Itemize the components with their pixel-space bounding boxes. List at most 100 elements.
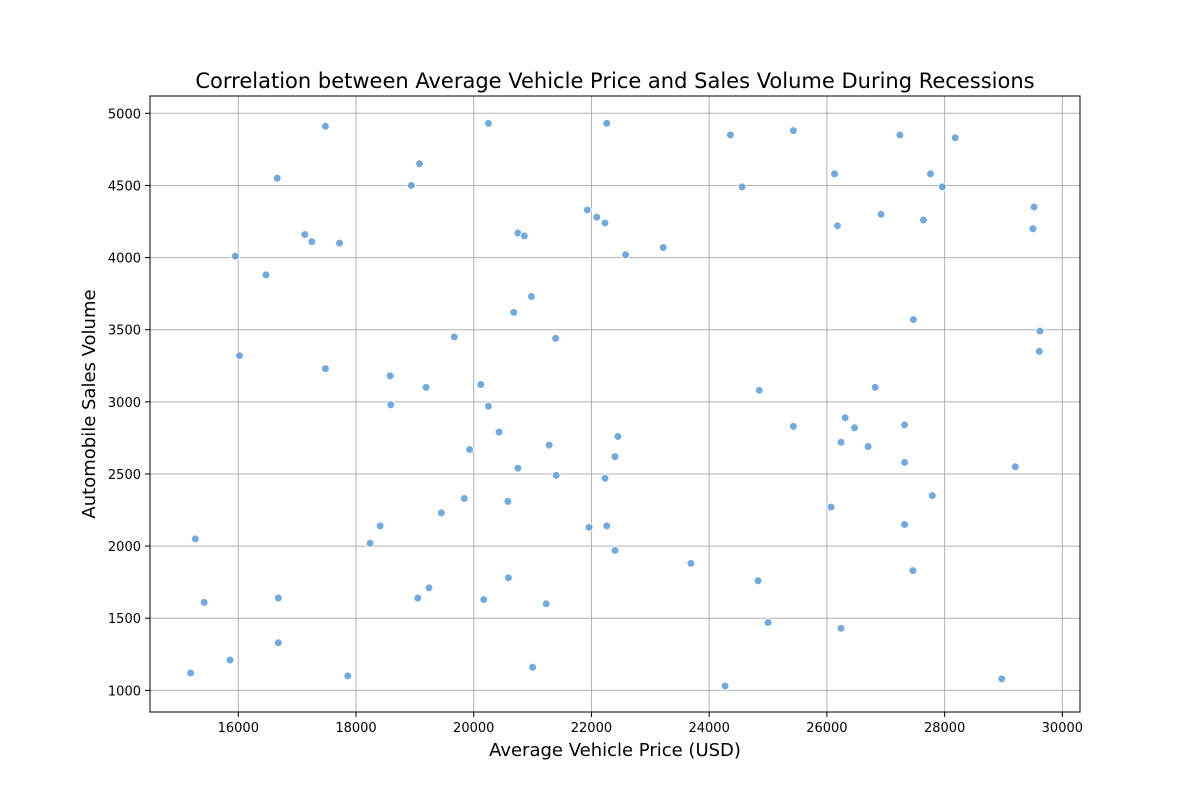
- data-point: [509, 307, 519, 317]
- data-point: [584, 522, 594, 532]
- y-tick-label: 5000: [108, 107, 141, 122]
- data-point: [600, 218, 610, 228]
- data-point: [503, 496, 513, 506]
- data-point: [737, 182, 747, 192]
- data-point: [836, 437, 846, 447]
- data-point: [900, 519, 910, 529]
- data-point: [436, 508, 446, 518]
- data-point: [788, 126, 798, 136]
- data-point: [273, 593, 283, 603]
- y-tick-label: 4000: [108, 252, 141, 267]
- data-point: [754, 385, 764, 395]
- data-point: [763, 618, 773, 628]
- data-point: [526, 292, 536, 302]
- x-tick-label: 24000: [688, 721, 729, 736]
- data-point: [1010, 462, 1020, 472]
- data-point: [582, 205, 592, 215]
- data-point: [494, 427, 504, 437]
- data-point: [449, 332, 459, 342]
- data-point: [234, 351, 244, 361]
- data-point: [273, 638, 283, 648]
- x-axis-ticks: 16000 18000 20000 22000 24000 26000 28000 30000: [218, 712, 1083, 736]
- data-point: [551, 470, 561, 480]
- data-point: [621, 250, 631, 260]
- data-point: [386, 400, 396, 410]
- y-axis-label: Automobile Sales Volume: [79, 289, 100, 518]
- data-point: [320, 364, 330, 374]
- data-point: [1029, 202, 1039, 212]
- data-point: [483, 118, 493, 128]
- x-tick-label: 26000: [806, 721, 847, 736]
- data-point: [541, 599, 551, 609]
- plot-frame: [149, 95, 1081, 713]
- data-point: [483, 401, 493, 411]
- data-point: [600, 473, 610, 483]
- data-point: [895, 130, 905, 140]
- data-point: [788, 421, 798, 431]
- y-tick-label: 2500: [108, 468, 141, 483]
- data-point: [1035, 326, 1045, 336]
- y-tick-label: 3500: [108, 324, 141, 339]
- data-point: [610, 452, 620, 462]
- y-tick-label: 1500: [108, 612, 141, 627]
- data-point: [918, 215, 928, 225]
- data-point: [908, 566, 918, 576]
- data-point: [876, 209, 886, 219]
- data-point: [320, 121, 330, 131]
- data-point: [365, 538, 375, 548]
- x-axis-label: Average Vehicle Price (USD): [489, 740, 741, 761]
- y-tick-label: 2000: [108, 540, 141, 555]
- data-point: [343, 671, 353, 681]
- data-point: [503, 573, 513, 583]
- data-point: [465, 444, 475, 454]
- chart-title: Correlation between Average Vehicle Pric…: [195, 69, 1034, 93]
- data-point: [1034, 346, 1044, 356]
- data-point: [544, 440, 554, 450]
- data-point: [424, 583, 434, 593]
- data-point: [832, 221, 842, 231]
- data-point: [519, 231, 529, 241]
- data-point: [415, 159, 425, 169]
- data-point: [925, 169, 935, 179]
- data-point: [375, 521, 385, 531]
- data-point: [1028, 224, 1038, 234]
- data-point: [613, 431, 623, 441]
- x-tick-label: 22000: [571, 721, 612, 736]
- data-point: [720, 681, 730, 691]
- data-point: [997, 674, 1007, 684]
- data-point: [459, 493, 469, 503]
- data-point: [686, 558, 696, 568]
- data-point: [335, 238, 345, 248]
- data-point: [421, 382, 431, 392]
- data-point: [850, 423, 860, 433]
- y-tick-label: 1000: [108, 684, 141, 699]
- data-point: [725, 130, 735, 140]
- data-point: [658, 242, 668, 252]
- data-point: [385, 371, 395, 381]
- grid: [150, 96, 1080, 712]
- data-point: [937, 182, 947, 192]
- data-point: [950, 133, 960, 143]
- data-point: [602, 118, 612, 128]
- data-point: [830, 169, 840, 179]
- data-point: [186, 668, 196, 678]
- data-point: [836, 623, 846, 633]
- data-point: [927, 491, 937, 501]
- data-point: [900, 457, 910, 467]
- data-point: [528, 662, 538, 672]
- data-point: [479, 594, 489, 604]
- data-point: [602, 521, 612, 531]
- y-tick-label: 3000: [108, 396, 141, 411]
- x-tick-label: 20000: [453, 721, 494, 736]
- data-point: [551, 333, 561, 343]
- data-point: [908, 315, 918, 325]
- data-point: [826, 502, 836, 512]
- data-point: [190, 534, 200, 544]
- data-point: [272, 173, 282, 183]
- data-point: [610, 545, 620, 555]
- data-point: [261, 270, 271, 280]
- data-point: [476, 380, 486, 390]
- data-point: [199, 597, 209, 607]
- data-point: [300, 229, 310, 239]
